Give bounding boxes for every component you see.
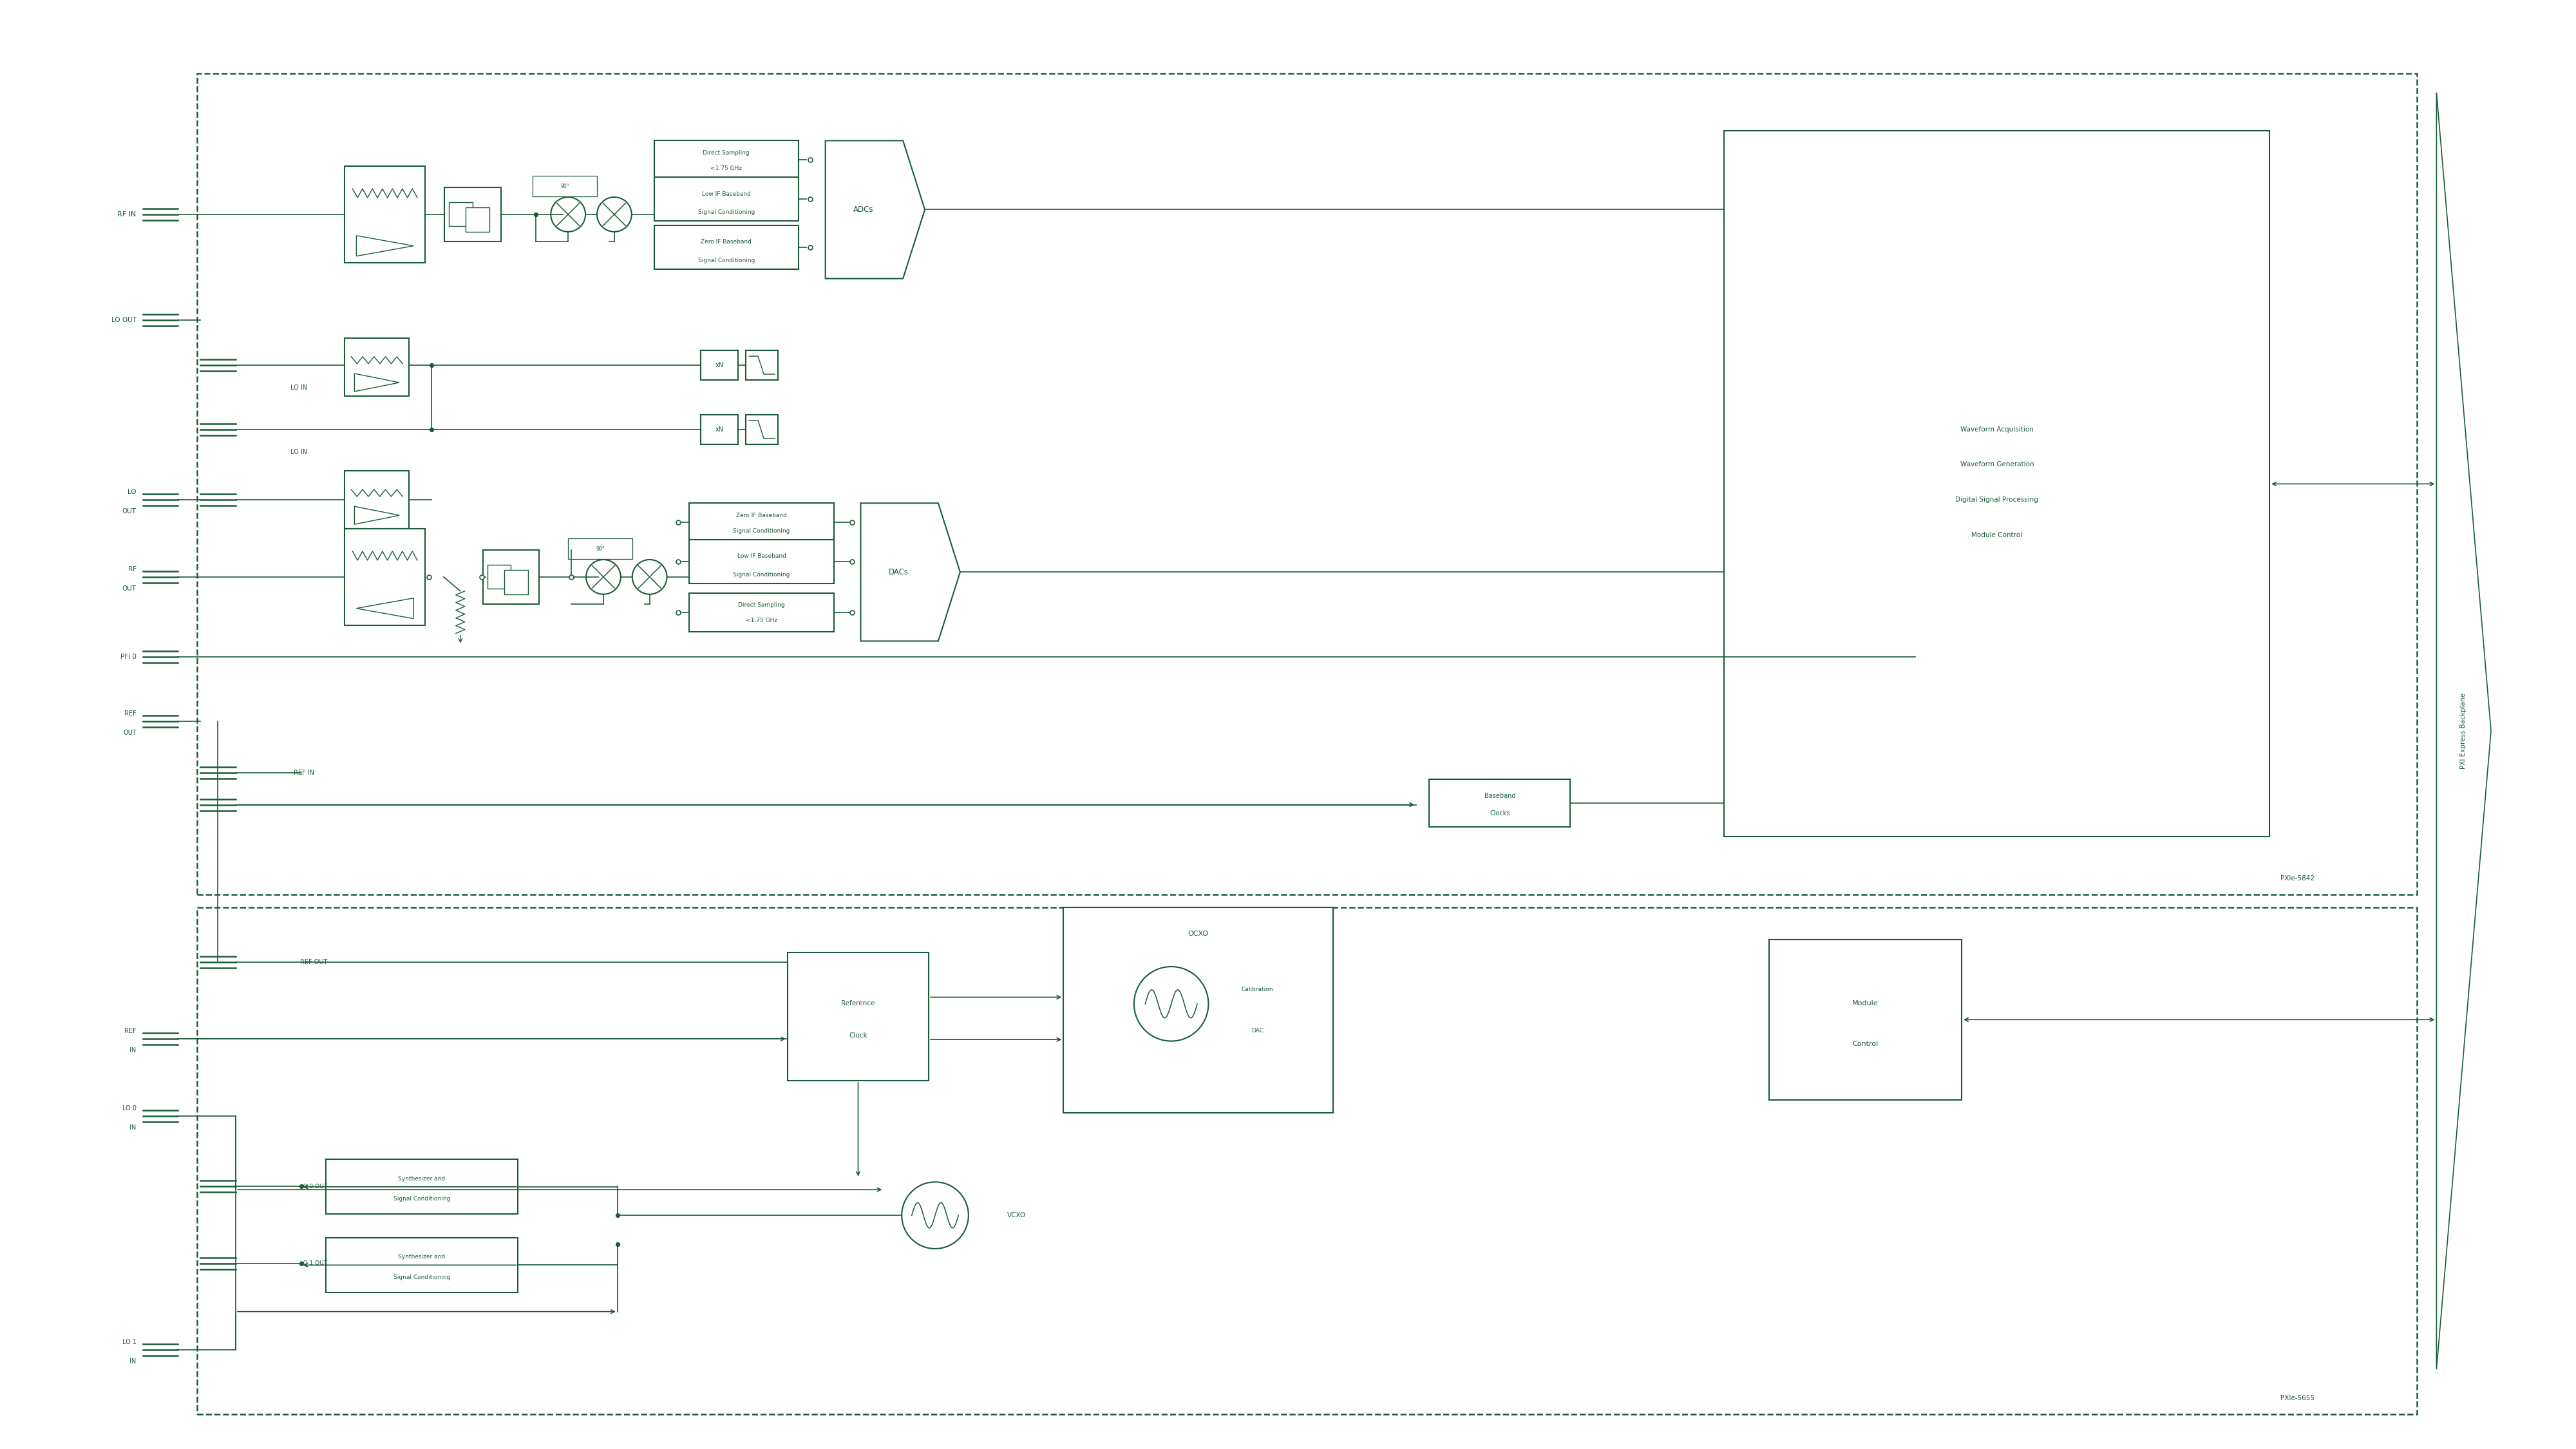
- Text: Signal Conditioning: Signal Conditioning: [734, 527, 791, 533]
- Bar: [466, 207, 489, 232]
- Bar: [747, 351, 778, 380]
- Text: Waveform Generation: Waveform Generation: [1960, 461, 2035, 468]
- Text: OUT: OUT: [124, 730, 137, 736]
- Bar: [654, 141, 799, 180]
- Bar: [443, 187, 500, 242]
- Text: PXIe-5655: PXIe-5655: [2280, 1395, 2316, 1401]
- Text: Signal Conditioning: Signal Conditioning: [394, 1274, 451, 1279]
- Bar: [325, 1159, 518, 1214]
- Text: <1.75 GHz: <1.75 GHz: [711, 165, 742, 171]
- Text: <1.75 GHz: <1.75 GHz: [744, 617, 778, 623]
- Text: RF IN: RF IN: [118, 212, 137, 217]
- Bar: [690, 503, 835, 542]
- Text: Low IF Baseband: Low IF Baseband: [701, 191, 750, 197]
- Text: Module: Module: [1852, 1000, 1878, 1007]
- Text: ADCs: ADCs: [853, 206, 873, 214]
- Text: Digital Signal Processing: Digital Signal Processing: [1955, 497, 2038, 503]
- Text: Waveform Acquisition: Waveform Acquisition: [1960, 426, 2032, 433]
- Bar: [482, 551, 538, 604]
- Text: Clock: Clock: [850, 1033, 868, 1039]
- Text: DACs: DACs: [889, 568, 909, 577]
- Text: xN: xN: [716, 426, 724, 433]
- Text: Clocks: Clocks: [1489, 810, 1510, 817]
- Text: Signal Conditioning: Signal Conditioning: [394, 1195, 451, 1201]
- Text: IN: IN: [129, 1124, 137, 1130]
- Text: REF IN: REF IN: [294, 769, 314, 775]
- Text: REF OUT: REF OUT: [299, 959, 327, 965]
- Text: Low IF Baseband: Low IF Baseband: [737, 554, 786, 559]
- Text: Signal Conditioning: Signal Conditioning: [698, 210, 755, 216]
- Text: Control: Control: [1852, 1040, 1878, 1048]
- Bar: [345, 471, 410, 529]
- Text: Module Control: Module Control: [1971, 532, 2022, 539]
- Text: 90°: 90°: [562, 183, 569, 188]
- Text: OUT: OUT: [121, 585, 137, 591]
- Bar: [505, 569, 528, 594]
- Text: VCXO: VCXO: [1007, 1213, 1025, 1219]
- Bar: [345, 529, 425, 625]
- Text: LO 1: LO 1: [121, 1339, 137, 1346]
- Text: Zero IF Baseband: Zero IF Baseband: [701, 239, 752, 245]
- Text: LO: LO: [129, 488, 137, 496]
- Text: REF: REF: [124, 1027, 137, 1035]
- Text: Baseband: Baseband: [1484, 793, 1515, 798]
- Text: Zero IF Baseband: Zero IF Baseband: [737, 513, 786, 519]
- Text: Direct Sampling: Direct Sampling: [739, 603, 786, 609]
- Bar: [747, 414, 778, 443]
- Text: PXI Express Backplane: PXI Express Backplane: [2460, 693, 2468, 769]
- Bar: [345, 338, 410, 396]
- Bar: [325, 1237, 518, 1293]
- Bar: [701, 414, 739, 443]
- Bar: [690, 593, 835, 632]
- Bar: [448, 201, 471, 226]
- Bar: [654, 177, 799, 220]
- Bar: [569, 539, 631, 559]
- Bar: [654, 226, 799, 270]
- Text: Synthesizer and: Synthesizer and: [399, 1253, 446, 1259]
- Text: PFI 0: PFI 0: [121, 653, 137, 661]
- Bar: [198, 74, 2416, 894]
- Text: LO IN: LO IN: [291, 449, 307, 455]
- Bar: [1064, 907, 1332, 1113]
- Text: Calibration: Calibration: [1242, 987, 1273, 993]
- Text: Signal Conditioning: Signal Conditioning: [734, 572, 791, 578]
- Text: LO 0 OUT: LO 0 OUT: [299, 1184, 327, 1190]
- Text: DAC: DAC: [1252, 1027, 1265, 1033]
- Text: 90°: 90°: [595, 546, 605, 552]
- Bar: [1770, 939, 1963, 1100]
- Text: LO IN: LO IN: [291, 384, 307, 391]
- Text: Signal Conditioning: Signal Conditioning: [698, 258, 755, 264]
- Text: LO 0: LO 0: [121, 1106, 137, 1111]
- Bar: [690, 539, 835, 584]
- Text: IN: IN: [129, 1048, 137, 1053]
- Bar: [487, 565, 510, 588]
- Bar: [788, 952, 930, 1081]
- Text: Direct Sampling: Direct Sampling: [703, 151, 750, 156]
- Bar: [1430, 780, 1571, 827]
- Text: OCXO: OCXO: [1188, 930, 1208, 938]
- Bar: [701, 351, 739, 380]
- Text: Synthesizer and: Synthesizer and: [399, 1175, 446, 1181]
- Text: LO OUT: LO OUT: [111, 317, 137, 323]
- Text: Reference: Reference: [842, 1000, 876, 1007]
- Bar: [198, 907, 2416, 1414]
- Bar: [345, 167, 425, 262]
- Text: RF: RF: [129, 567, 137, 572]
- Bar: [1723, 130, 2269, 836]
- Text: LO 1 OUT: LO 1 OUT: [299, 1261, 327, 1266]
- Text: PXIe-5842: PXIe-5842: [2280, 875, 2316, 881]
- Text: IN: IN: [129, 1358, 137, 1365]
- Text: REF: REF: [124, 710, 137, 717]
- Text: OUT: OUT: [121, 509, 137, 514]
- Text: xN: xN: [716, 362, 724, 368]
- Bar: [533, 175, 598, 197]
